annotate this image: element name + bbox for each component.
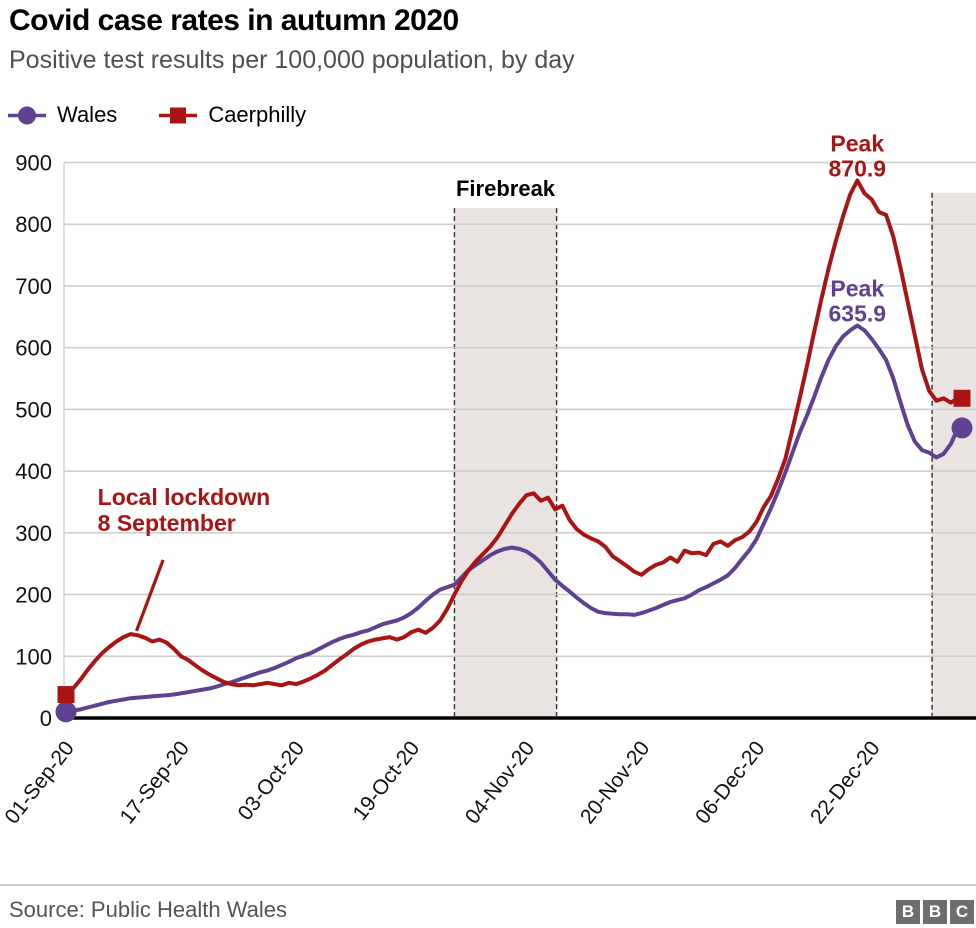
chart-legend: Wales Caerphilly — [6, 102, 306, 128]
local-lockdown-label: Local lockdown — [98, 484, 271, 510]
y-tick-label: 0 — [40, 706, 52, 731]
x-tick-label: 01-Sep-20 — [0, 737, 79, 828]
page-title: Covid case rates in autumn 2020 — [9, 4, 459, 37]
y-tick-label: 400 — [15, 459, 52, 484]
footer-divider — [0, 884, 976, 886]
page-subtitle: Positive test results per 100,000 popula… — [9, 46, 575, 74]
x-tick-label: 17-Sep-20 — [116, 737, 195, 828]
y-tick-label: 900 — [15, 151, 52, 176]
band-firebreak — [454, 208, 557, 716]
series-line-wales — [64, 323, 960, 714]
peak-label-wales: 635.9 — [829, 301, 887, 327]
peak-label-caerphilly: Peak — [830, 130, 884, 156]
y-tick-label: 500 — [15, 397, 52, 422]
y-tick-label: 200 — [15, 583, 52, 608]
x-tick-label: 06-Dec-20 — [691, 737, 769, 828]
legend-label: Wales — [57, 102, 118, 127]
bbc-logo-block: B — [896, 900, 920, 924]
local-lockdown-pointer — [134, 559, 165, 632]
source-label: Source: Public Health Wales — [9, 897, 287, 922]
local-lockdown-label: 8 September — [98, 510, 236, 536]
y-tick-label: 800 — [15, 212, 52, 237]
bbc-logo-block: C — [950, 900, 974, 924]
y-tick-label: 300 — [15, 521, 52, 546]
legend-item-wales: Wales — [6, 102, 117, 128]
legend-square-marker — [159, 107, 198, 123]
end-marker-wales — [951, 417, 973, 439]
bbc-logo-block: B — [923, 900, 947, 924]
legend-item-caerphilly: Caerphilly — [157, 102, 306, 128]
line-chart: Firebreak 0 100 200 300 400 500 600 700 800 900 01-… — [0, 130, 976, 828]
legend-circle-marker — [8, 106, 46, 124]
x-tick-label: 19-Oct-20 — [349, 737, 425, 825]
x-tick-label: 04-Nov-20 — [461, 737, 539, 828]
peak-label-caerphilly: 870.9 — [829, 155, 887, 181]
x-tick-label: 22-Dec-20 — [806, 737, 884, 828]
y-tick-label: 600 — [15, 336, 52, 361]
start-marker-wales — [55, 701, 77, 723]
end-marker-caerphilly — [953, 389, 971, 407]
peak-label-wales: Peak — [830, 276, 884, 302]
legend-label: Caerphilly — [208, 102, 307, 127]
x-tick-label: 03-Oct-20 — [234, 737, 310, 825]
x-tick-label: 20-Nov-20 — [576, 737, 654, 828]
band-label-firebreak: Firebreak — [456, 176, 556, 201]
y-tick-label: 700 — [15, 274, 52, 299]
start-marker-caerphilly — [57, 686, 75, 704]
y-tick-label: 100 — [15, 644, 52, 669]
series-line-caerphilly — [64, 178, 960, 697]
